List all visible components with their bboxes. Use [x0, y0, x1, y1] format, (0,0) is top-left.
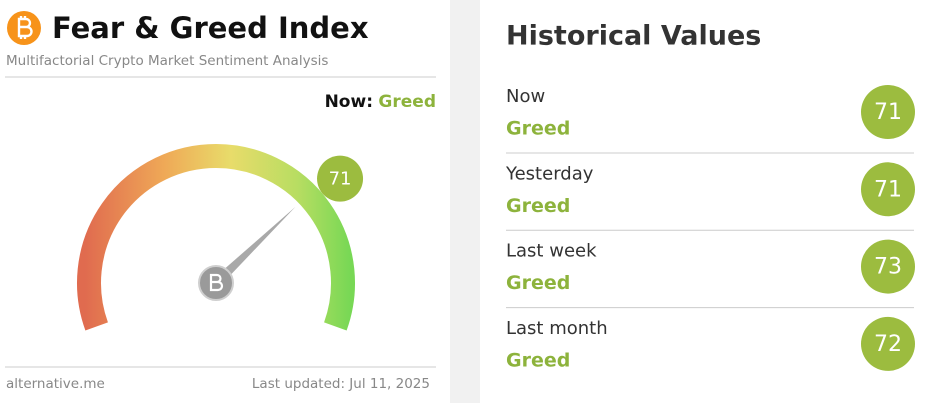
now-label: Now: [325, 92, 373, 112]
left-panel [0, 0, 450, 403]
now-classification: Greed [378, 92, 436, 112]
bitcoin-logo [7, 11, 41, 45]
history-label: Last month [506, 318, 608, 339]
history-value: 71 [874, 100, 902, 125]
history-classification: Greed [506, 349, 570, 371]
subtitle: Multifactorial Crypto Market Sentiment A… [6, 53, 328, 69]
gauge: 71 [198, 155, 364, 301]
history-list: Now Greed 71 Yesterday Greed 71 Last week Greed… [505, 85, 915, 371]
history-badge [861, 85, 915, 139]
gap [450, 0, 480, 403]
history-label: Last week [506, 241, 597, 262]
history-classification: Greed [506, 118, 570, 140]
value-badge [317, 155, 364, 202]
footer-updated: Last updated: Jul 11, 2025 [252, 376, 430, 392]
history-label: Now [506, 86, 545, 107]
hub-logo [209, 273, 224, 292]
history-badge [861, 162, 915, 217]
history-classification: Greed [506, 195, 570, 217]
history-value: 73 [874, 255, 902, 280]
title: Fear & Greed Index [52, 11, 369, 45]
needle [212, 206, 296, 287]
right-panel [480, 0, 930, 403]
footer-source: alternative.me [6, 376, 105, 392]
history-value: 71 [874, 177, 902, 202]
history-classification: Greed [506, 272, 570, 294]
history-badge [861, 316, 915, 371]
history-label: Yesterday [505, 163, 594, 184]
history-title: Historical Values [506, 21, 761, 52]
history-badge [861, 239, 915, 294]
history-value: 72 [874, 332, 902, 357]
value-badge-text: 71 [329, 169, 352, 190]
gauge-arc [77, 144, 355, 331]
